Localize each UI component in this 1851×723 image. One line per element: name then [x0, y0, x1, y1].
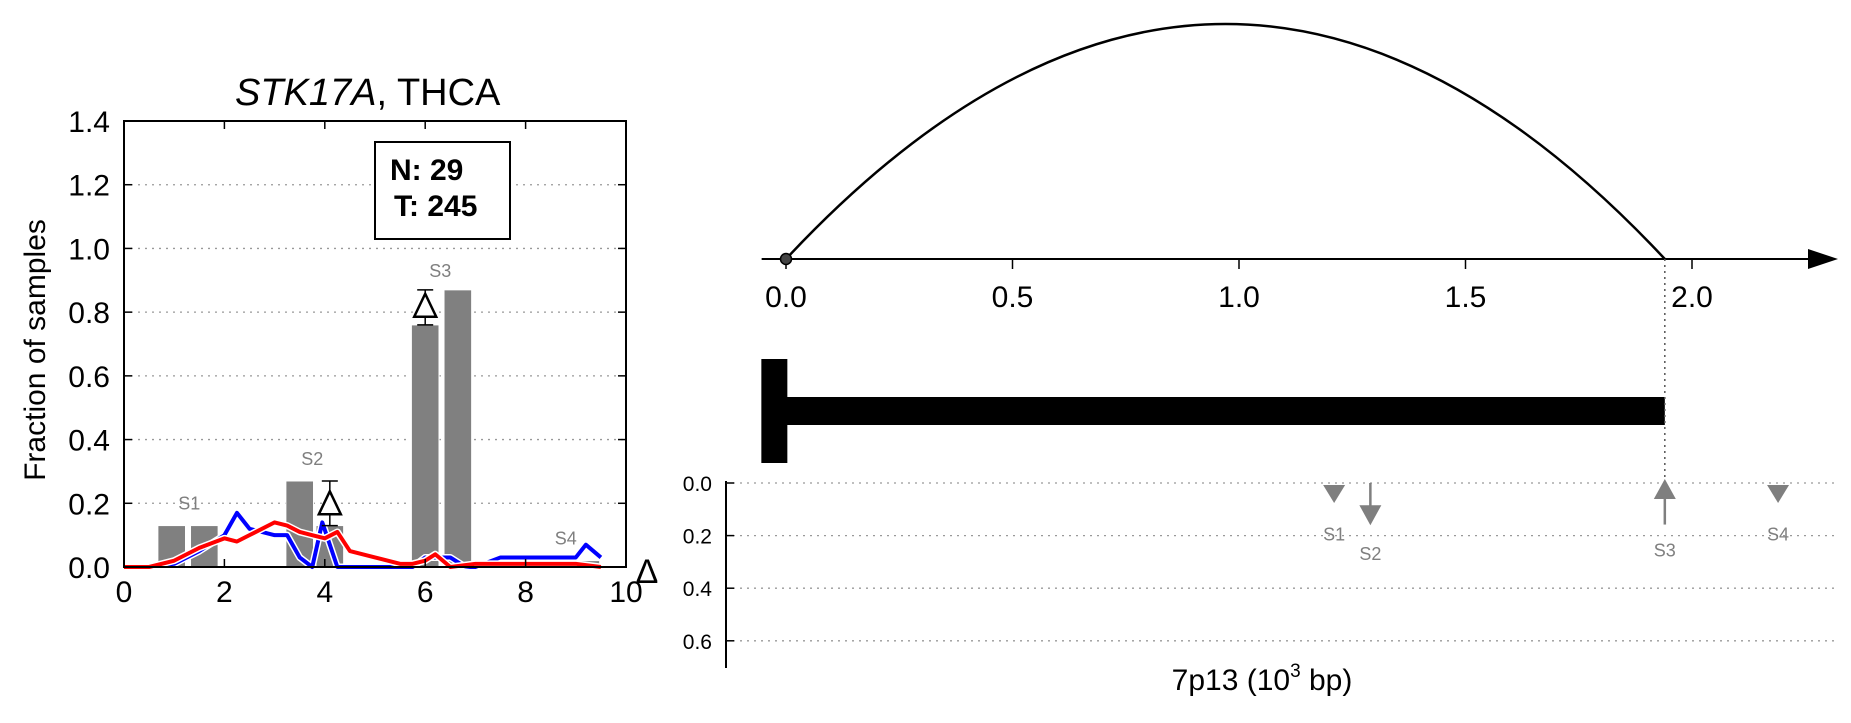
genomic-x-tick-label: 0.0	[765, 281, 807, 314]
segment-label: S2	[301, 449, 323, 469]
delta-y-tick-label: 0.2	[683, 526, 712, 549]
delta-y-tick-label: 0.4	[683, 578, 713, 601]
segment-labels: S1 S2 S3 S4	[178, 261, 577, 549]
genomic-x-label: 7p13 (103 bp)	[1172, 661, 1353, 697]
delta-y-tick-label: 0.6	[683, 631, 712, 654]
origin-dot	[779, 252, 793, 266]
genomic-x-tick-label: 0.5	[992, 281, 1034, 314]
title-suffix: , THCA	[377, 72, 502, 114]
y-tick-label: 1.2	[68, 170, 110, 203]
axis-arrowhead	[1808, 249, 1838, 269]
gene-structure	[761, 259, 1666, 478]
x-tick-label: 2	[216, 576, 233, 609]
delta-markers	[316, 289, 439, 527]
delta-marker	[316, 488, 343, 516]
segment-marker-up	[1653, 479, 1676, 499]
xlabel-superscript: 3	[1290, 661, 1301, 682]
y-tick-label: 0.4	[68, 425, 110, 458]
y-tick-label: 0.0	[68, 552, 110, 585]
y-tick-label: 0.8	[68, 297, 110, 330]
genomic-axis: 0.0 0.5 1.0 1.5 2.0	[761, 249, 1838, 314]
segment-marker-down	[1323, 485, 1346, 503]
segment-label: S3	[429, 261, 451, 281]
delta-y-tick-label: 0.0	[683, 473, 712, 496]
xlabel-main: 7p13 (10	[1172, 664, 1290, 697]
histogram-bar	[443, 289, 473, 568]
arc-curve	[785, 22, 1666, 260]
histogram-panel: STK17A, THCA Fraction of samples S1S2S3S…	[19, 72, 643, 609]
segment-label: S3	[1654, 541, 1676, 561]
y-tick-label: 0.2	[68, 488, 110, 521]
x-tick-label: 0	[116, 576, 133, 609]
normal-count: N: 29	[390, 154, 463, 187]
segment-label: S2	[1359, 544, 1381, 564]
histogram-bar	[410, 324, 440, 568]
histogram-frame	[123, 120, 627, 568]
y-tick-label: 1.0	[68, 233, 110, 266]
x-tick-label: 4	[316, 576, 333, 609]
gene-body	[783, 397, 1665, 425]
segment-marker-down	[1359, 505, 1382, 526]
genomic-x-tick-label: 1.5	[1445, 281, 1487, 314]
histogram-y-label: Fraction of samples	[19, 219, 52, 481]
delta-panel: 0.0 0.2 0.4 0.6 S1 S2 S3 S4	[683, 473, 1834, 668]
segment-label: S4	[1767, 524, 1789, 544]
segment-label: S1	[178, 494, 200, 514]
y-tick-label: 0.6	[68, 361, 110, 394]
title-gene: STK17A	[235, 72, 377, 114]
series-line	[124, 520, 602, 569]
x-tick-label: 10	[609, 576, 642, 609]
genomic-x-tick-label: 1.0	[1218, 281, 1260, 314]
transcript-arc	[785, 22, 1666, 260]
histogram-ticks: 0.0 0.2 0.4 0.6 0.8 1.0 1.2 1.4 0 2 4 6 8 10	[68, 106, 642, 609]
genomic-x-tick-label: 2.0	[1671, 281, 1713, 314]
sample-count-box: N: 29 T: 245	[374, 141, 511, 240]
histogram-bars	[157, 289, 601, 568]
xlabel-tail: bp)	[1301, 664, 1353, 697]
segment-label: S4	[555, 529, 577, 549]
genomic-panel: 0.0 0.5 1.0 1.5 2.0 0.0 0.2 0.4 0.6 S1 S2 S3 S4 7p1…	[636, 22, 1838, 697]
delta-y-label: Δ	[636, 553, 659, 591]
y-tick-label: 1.4	[68, 106, 110, 139]
histogram-title: STK17A, THCA	[235, 72, 501, 114]
x-tick-label: 6	[417, 576, 434, 609]
delta-marker	[412, 290, 439, 319]
tumor-count: T: 245	[394, 190, 477, 223]
segment-label: S1	[1323, 524, 1345, 544]
gene-start-cap	[761, 359, 788, 463]
x-tick-label: 8	[517, 576, 534, 609]
sample-count-frame	[374, 141, 511, 240]
segment-marker-down	[1767, 485, 1790, 503]
